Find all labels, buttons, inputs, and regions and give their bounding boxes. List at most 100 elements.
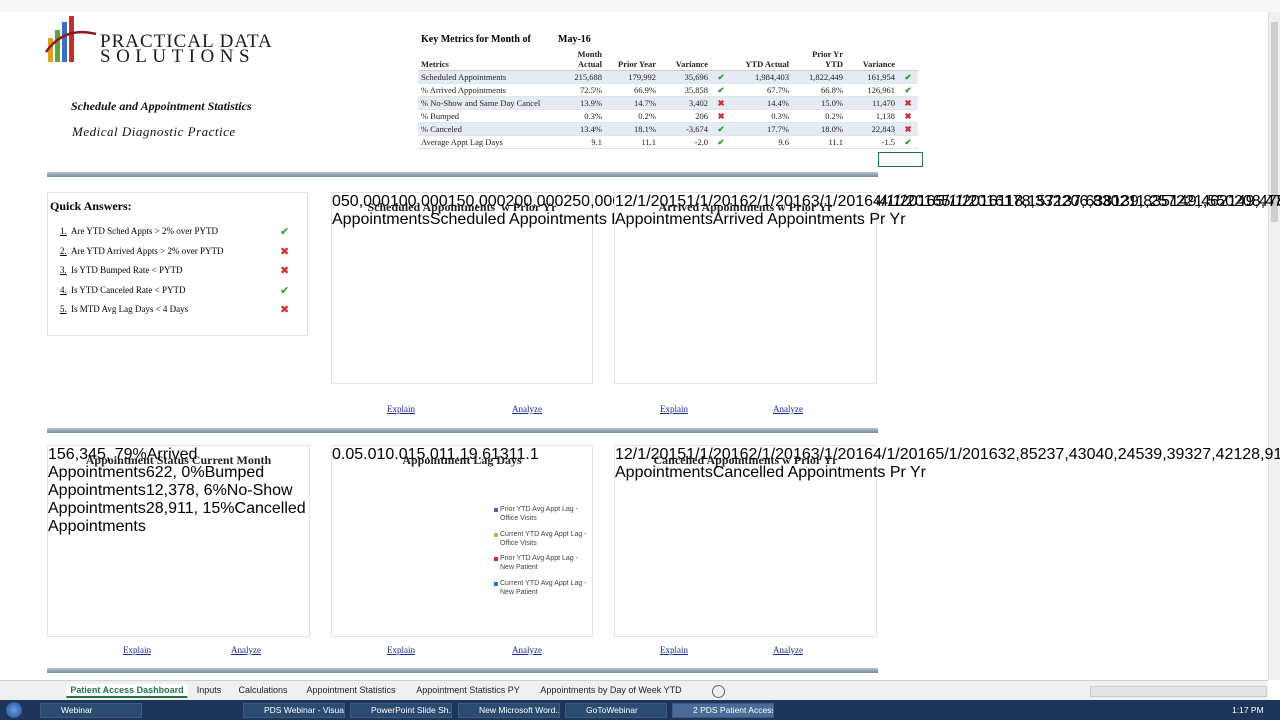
legend-swatch: [494, 508, 498, 512]
taskbar-item[interactable]: PDS Webinar - Visual...: [243, 703, 345, 718]
table-cell: 0.2%: [792, 109, 846, 123]
pie-value-label: 622, 0%: [145, 464, 205, 481]
bar-value-label: 178,332: [1003, 193, 1062, 210]
legend-swatch: [494, 581, 498, 586]
bar-value-label: 39,393: [1144, 446, 1194, 463]
x-tick-label: 5/1/2016: [935, 446, 998, 463]
legend-label: Prior YTD Avg Appt Lag - New Patient: [500, 555, 578, 572]
chart-panel: 0.05.010.015.011.19.61311.1 Appointment L…: [331, 445, 593, 637]
quick-answers-panel: [47, 192, 308, 336]
x-tick-label: 4/1/2016: [873, 446, 936, 463]
dashboard-title: Schedule and Appointment Statistics: [71, 99, 252, 113]
analyze-link[interactable]: Analyze: [512, 404, 542, 414]
explain-link[interactable]: Explain: [387, 645, 415, 655]
chart-panel: 12/1/20151/1/20162/1/20163/1/20164/1/201…: [614, 192, 1280, 384]
bar-value-label: 118,157: [997, 193, 1055, 210]
table-cell: 67.7%: [731, 83, 792, 97]
start-button[interactable]: [6, 702, 22, 718]
new-sheet-button[interactable]: [712, 685, 725, 698]
vertical-scrollbar[interactable]: [1268, 12, 1280, 680]
answer-number: 2.: [60, 245, 67, 256]
table-cell: 66.8%: [792, 83, 846, 97]
analyze-link[interactable]: Analyze: [512, 645, 542, 655]
selected-cell[interactable]: [878, 152, 923, 167]
table-cell: -2.0: [659, 135, 711, 149]
bar-value-label: 221,550: [1176, 193, 1234, 210]
table-row: % Bumped 0.3% 0.2% 206 ✖ 0.3% 0.2% 1,138 ✖: [418, 109, 918, 123]
horizontal-scrollbar[interactable]: [1090, 686, 1267, 697]
chart-title: Cancelled Appointments w Prior Yr: [653, 453, 838, 467]
sheet-tab-bar: [0, 680, 1268, 701]
analyze-link[interactable]: Analyze: [231, 645, 261, 655]
title-strip: [0, 0, 1280, 12]
table-cell: 206: [659, 109, 711, 123]
sheet-tab[interactable]: Appointment Statistics: [306, 685, 396, 695]
table-row: Scheduled Appointments 215,688 179,992 35,6…: [418, 70, 918, 84]
bar-value-label: 149,462: [1169, 193, 1228, 210]
sheet-tab[interactable]: Calculations: [238, 685, 288, 695]
bar-value-label: 11.1: [438, 446, 469, 463]
answer-number: 4.: [60, 284, 67, 295]
table-cell: Average Appt Lag Days: [418, 135, 551, 149]
column-header: Month Actual: [551, 46, 605, 71]
bar-value-label: 40,245: [1095, 446, 1145, 463]
bar-value-label: 9.6: [468, 446, 491, 463]
table-row: % Arrived Appointments 72.5% 66.9% 35,858 ✔ 6…: [418, 83, 918, 97]
status-mark: ✔: [898, 83, 918, 97]
bar-value-label: 149,478: [1227, 193, 1280, 210]
table-cell: 66.9%: [605, 83, 659, 97]
status-mark: ✔: [898, 135, 918, 149]
legend-label: Arrived Appointments Pr Yr: [712, 211, 906, 228]
bar-value-label: 137,638: [1054, 193, 1113, 210]
table-cell: 35,696: [659, 70, 711, 84]
taskbar-item[interactable]: Webinar: [40, 703, 142, 718]
metrics-table: Metrics Month Actual Prior Year Variance YTD…: [418, 46, 918, 149]
table-cell: 17.7%: [731, 122, 792, 136]
dashboard-subtitle: Medical Diagnostic Practice: [72, 124, 236, 139]
y-tick-label: 0: [332, 193, 341, 210]
sheet-tab[interactable]: Inputs: [196, 685, 222, 695]
table-cell: 1,822,449: [792, 70, 846, 84]
sheet-tab[interactable]: Patient Access Dashboard: [66, 684, 188, 698]
status-mark: ✔: [711, 83, 731, 97]
table-cell: -3,674: [659, 122, 711, 136]
taskbar-item[interactable]: PowerPoint Slide Sh...: [350, 703, 452, 718]
table-cell: % Canceled: [418, 122, 551, 136]
x-tick-label: 0.0: [332, 446, 355, 463]
chart-title: Scheduled Appointments w Prior Yr: [367, 200, 557, 214]
table-cell: Scheduled Appointments: [418, 70, 551, 84]
x-tick-label: 3/1/2016: [810, 193, 874, 210]
pie-value-label: 12,378, 6%: [145, 482, 227, 499]
chart: 12/1/20151/1/20162/1/20163/1/20164/1/201…: [615, 446, 1280, 482]
table-cell: % Bumped: [418, 109, 551, 123]
analyze-link[interactable]: Analyze: [773, 645, 803, 655]
explain-link[interactable]: Explain: [660, 645, 688, 655]
explain-link[interactable]: Explain: [387, 404, 415, 414]
table-cell: 215,688: [551, 70, 605, 84]
quick-answers-title: Quick Answers:: [50, 199, 132, 213]
x-tick-label: 5/1/2016: [935, 193, 998, 210]
bar-value-label: 206,830: [1061, 193, 1120, 210]
scroll-thumb[interactable]: [1271, 22, 1278, 222]
legend-label: Cancelled Appointments Pr Yr: [712, 464, 926, 481]
taskbar-item[interactable]: New Microsoft Word...: [458, 703, 560, 718]
analyze-link[interactable]: Analyze: [773, 404, 803, 414]
taskbar-item[interactable]: 2 PDS Patient Access...: [672, 703, 774, 718]
table-cell: 9.1: [551, 135, 605, 149]
explain-link[interactable]: Explain: [123, 645, 151, 655]
sheet-tab[interactable]: Appointment Statistics PY: [416, 685, 520, 695]
taskbar-item[interactable]: GoToWebinar: [565, 703, 667, 718]
x-tick-label: 1/1/2016: [686, 193, 749, 210]
x-tick-label: 15.0: [407, 446, 439, 463]
sheet-tab[interactable]: Appointments by Day of Week YTD: [540, 685, 682, 695]
table-cell: 1,138: [846, 109, 898, 123]
legend-label: Current YTD Avg Appt Lag - New Patient: [500, 579, 587, 596]
explain-link[interactable]: Explain: [660, 404, 688, 414]
bar-value-label: 139,835: [1112, 193, 1170, 210]
table-cell: 0.3%: [551, 109, 605, 123]
x-tick-label: 1/1/2016: [686, 446, 749, 463]
y-tick-label: 150,000: [447, 193, 506, 210]
table-cell: 161,954: [846, 70, 898, 84]
mark-header: [711, 46, 731, 71]
